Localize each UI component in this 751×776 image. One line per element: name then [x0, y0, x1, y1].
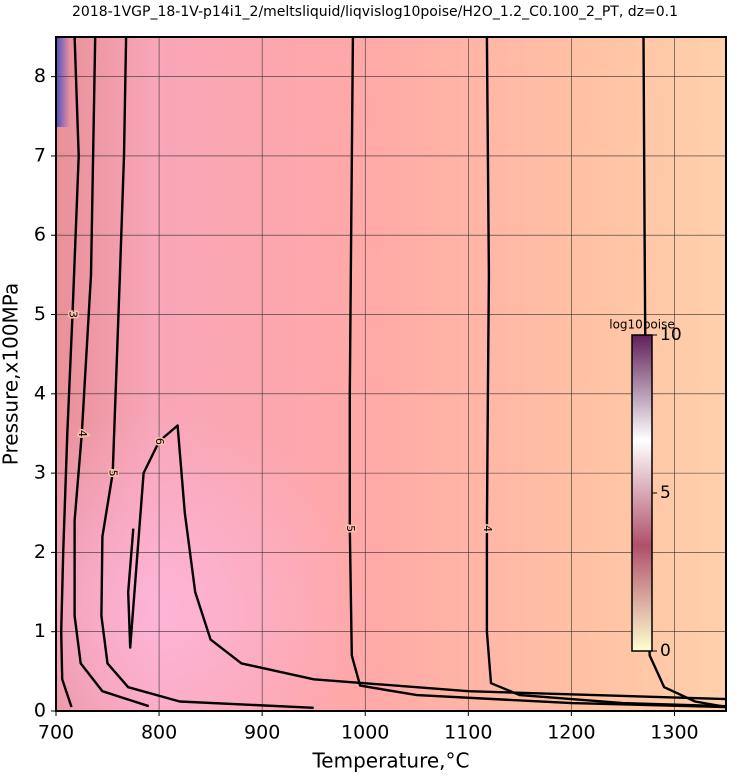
- contour-line: [485, 37, 726, 708]
- y-tick-label: 0: [34, 700, 46, 722]
- y-tick-label: 3: [34, 462, 46, 484]
- x-axis-label: Temperature,°C: [311, 749, 469, 773]
- colorbar-title: log10poise: [609, 318, 675, 332]
- x-tick-label: 1300: [650, 722, 698, 744]
- contour-line: [100, 37, 314, 709]
- plot-frame: [55, 36, 727, 712]
- y-tick-label: 4: [34, 382, 46, 404]
- contour-label: 3: [66, 311, 79, 318]
- contour-line: [60, 37, 80, 708]
- colorbar-tick-label: 5: [660, 483, 671, 503]
- contour-line: [73, 37, 150, 708]
- x-tick-label: 1100: [444, 722, 492, 744]
- x-tick-label: 1000: [341, 722, 389, 744]
- y-tick-label: 8: [34, 65, 46, 87]
- y-tick-label: 7: [34, 144, 46, 166]
- contour-label: 5: [107, 470, 120, 477]
- colorbar-tick-label: 10: [660, 325, 682, 345]
- y-tick-label: 6: [34, 224, 46, 246]
- contour-label: 4: [481, 525, 494, 532]
- chart-title: 2018-1VGP_18-1V-p14i1_2/meltsliquid/liqv…: [72, 4, 678, 20]
- y-axis-label: Pressure,x100MPa: [0, 283, 23, 465]
- contour-line: [348, 37, 726, 709]
- x-tick-label: 900: [244, 722, 280, 744]
- x-tick-label: 1200: [547, 722, 595, 744]
- y-tick-label: 5: [34, 303, 46, 325]
- contour-label: 6: [153, 438, 166, 445]
- contour-label: 5: [344, 525, 357, 532]
- y-tick-label: 2: [34, 541, 46, 563]
- contour-label: 4: [76, 430, 89, 437]
- colorbar: [631, 334, 653, 652]
- y-tick-label: 1: [34, 620, 46, 642]
- x-tick-label: 800: [141, 722, 177, 744]
- plot-background: [56, 37, 726, 711]
- x-tick-label: 700: [38, 722, 74, 744]
- colorbar-tick-label: 0: [660, 641, 671, 661]
- contours: 3456543: [60, 37, 726, 709]
- contour-line: [126, 424, 726, 701]
